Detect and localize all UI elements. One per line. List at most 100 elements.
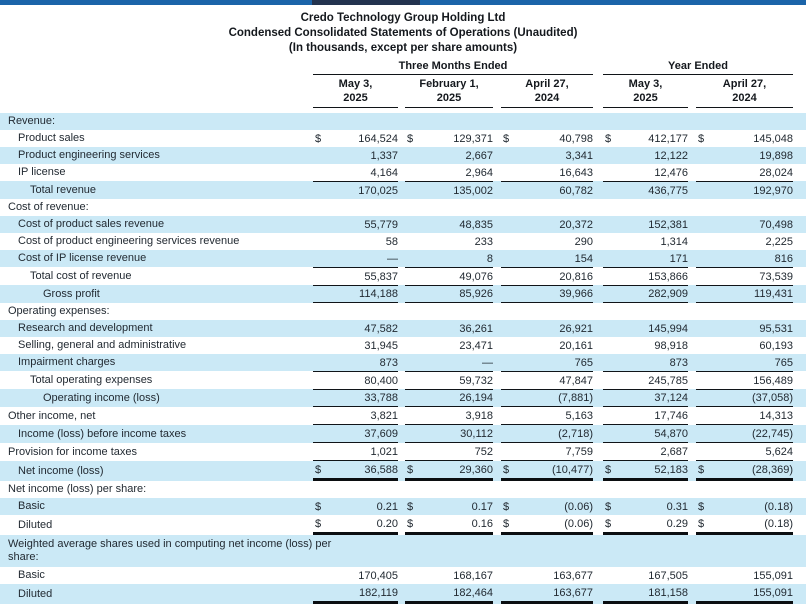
row-label: Total operating expenses bbox=[30, 373, 153, 386]
cell-value: 40,798 bbox=[559, 132, 593, 145]
cell-value: 80,400 bbox=[364, 374, 398, 387]
cell-value: (0.06) bbox=[564, 517, 593, 530]
cell-value: 39,966 bbox=[559, 288, 593, 300]
dollar-sign: $ bbox=[605, 517, 612, 530]
cell-value: 7,759 bbox=[565, 445, 593, 458]
table-cell: $0.17 bbox=[405, 498, 493, 515]
cell-value: 23,471 bbox=[459, 339, 493, 352]
cell-value: 170,025 bbox=[358, 184, 398, 197]
column-header-line2: 2024 bbox=[534, 91, 560, 104]
table-row: Cost of product engineering services rev… bbox=[0, 233, 806, 250]
scrollbar-thumb[interactable] bbox=[312, 0, 420, 5]
table-cell: 60,782 bbox=[501, 181, 593, 199]
table-cell: 233 bbox=[405, 233, 493, 250]
table-cell: — bbox=[405, 354, 493, 371]
table-cell: — bbox=[313, 250, 398, 267]
cell-value: (22,745) bbox=[752, 427, 793, 440]
table-cell: 192,970 bbox=[696, 181, 793, 199]
column-group-three-months-ended: Three Months Ended bbox=[313, 60, 593, 75]
cell-value: 816 bbox=[774, 252, 793, 265]
cell-value: 47,582 bbox=[364, 322, 398, 335]
row-label: Basic bbox=[18, 569, 45, 581]
cell-value: 31,945 bbox=[364, 339, 398, 352]
row-label: Cost of product engineering services rev… bbox=[18, 235, 240, 247]
table-cell: 47,847 bbox=[501, 371, 593, 389]
cell-value: 20,161 bbox=[559, 339, 593, 352]
table-cell: 1,314 bbox=[603, 233, 688, 250]
table-cell: 5,624 bbox=[696, 443, 793, 461]
table-cell: 39,966 bbox=[501, 285, 593, 303]
cell-value: 1,314 bbox=[660, 235, 688, 248]
cell-value: 37,124 bbox=[654, 392, 688, 404]
table-cell: 436,775 bbox=[603, 181, 688, 199]
row-label: Selling, general and administrative bbox=[18, 339, 187, 351]
dollar-sign: $ bbox=[605, 463, 612, 476]
table-cell: 31,945 bbox=[313, 337, 398, 354]
cell-value: 1,337 bbox=[370, 149, 398, 162]
cell-value: 14,313 bbox=[759, 409, 793, 422]
table-cell: $145,048 bbox=[696, 130, 793, 147]
row-label: Revenue: bbox=[8, 115, 56, 127]
cell-value: — bbox=[482, 356, 493, 369]
cell-value: 1,021 bbox=[370, 445, 398, 458]
table-row: Total cost of revenue 55,837 49,076 20,816 1… bbox=[0, 267, 806, 285]
cell-value: 0.29 bbox=[666, 517, 688, 530]
column-header-may-3-2025-y: May 3, 2025 bbox=[603, 75, 688, 108]
row-label: Total cost of revenue bbox=[30, 269, 132, 282]
row-label: Total revenue bbox=[30, 183, 97, 196]
table-cell: $52,183 bbox=[603, 461, 688, 481]
table-cell: 98,918 bbox=[603, 337, 688, 354]
table-row: Basic $0.21 $0.17 $ (0.06) $0.31 $ (0.18) bbox=[0, 498, 806, 515]
table-cell: 3,918 bbox=[405, 407, 493, 425]
column-header-april-27-2024-q: April 27, 2024 bbox=[501, 75, 593, 108]
table-row: Operating expenses: bbox=[0, 303, 806, 320]
cell-value: 182,464 bbox=[453, 586, 493, 599]
cell-value: 129,371 bbox=[453, 132, 493, 145]
table-cell: 48,835 bbox=[405, 216, 493, 233]
table-cell: 170,025 bbox=[313, 181, 398, 199]
row-label: Net income (loss) bbox=[18, 464, 104, 477]
column-header-line1: April 27, bbox=[525, 78, 569, 90]
table-cell: 145,994 bbox=[603, 320, 688, 337]
dollar-sign: $ bbox=[698, 132, 705, 145]
table-row: Total revenue 170,025 135,002 60,782 436,775… bbox=[0, 181, 806, 199]
table-cell: 49,076 bbox=[405, 267, 493, 285]
table-cell: 152,381 bbox=[603, 216, 688, 233]
row-label: Income (loss) before income taxes bbox=[18, 427, 187, 440]
table-cell: 168,167 bbox=[405, 567, 493, 584]
cell-value: 30,112 bbox=[460, 427, 493, 440]
table-cell: 47,582 bbox=[313, 320, 398, 337]
column-header-april-27-2024-y: April 27, 2024 bbox=[696, 75, 793, 108]
table-cell: 290 bbox=[501, 233, 593, 250]
table-cell: 59,732 bbox=[405, 371, 493, 389]
cell-value: 152,381 bbox=[648, 218, 688, 231]
column-header-line2: 2024 bbox=[732, 91, 757, 104]
table-cell: $0.20 bbox=[313, 515, 398, 535]
table-row: Net income (loss) per share: bbox=[0, 481, 806, 498]
table-cell: $129,371 bbox=[405, 130, 493, 147]
cell-value: (0.06) bbox=[564, 500, 593, 513]
table-row: Total operating expenses 80,400 59,732 47,8… bbox=[0, 371, 806, 389]
table-cell: 20,816 bbox=[501, 267, 593, 285]
row-label: IP license bbox=[18, 166, 66, 178]
table-row: Diluted 182,119 182,464 163,677 181,158 155,0… bbox=[0, 584, 806, 604]
table-cell: 70,498 bbox=[696, 216, 793, 233]
dollar-sign: $ bbox=[698, 517, 705, 530]
cell-value: 135,002 bbox=[453, 184, 493, 197]
table-row: Basic 170,405 168,167 163,677 167,505 155,091 bbox=[0, 567, 806, 584]
cell-value: 28,024 bbox=[759, 166, 793, 179]
table-cell: 73,539 bbox=[696, 267, 793, 285]
table-cell: 33,788 bbox=[313, 389, 398, 407]
table-cell: 8 bbox=[405, 250, 493, 267]
table-cell: $0.29 bbox=[603, 515, 688, 535]
table-row: Selling, general and administrative 31,94… bbox=[0, 337, 806, 354]
table-row: Impairment charges 873 — 765 873 765 bbox=[0, 354, 806, 371]
report-subtitle: Condensed Consolidated Statements of Ope… bbox=[228, 27, 578, 39]
table-cell: 80,400 bbox=[313, 371, 398, 389]
table-cell: 4,164 bbox=[313, 164, 398, 181]
table-row: Revenue: bbox=[0, 113, 806, 130]
table-cell: 156,489 bbox=[696, 371, 793, 389]
cell-value: 765 bbox=[774, 356, 793, 369]
table-row: Cost of IP license revenue — 8 154 171 816 bbox=[0, 250, 806, 267]
